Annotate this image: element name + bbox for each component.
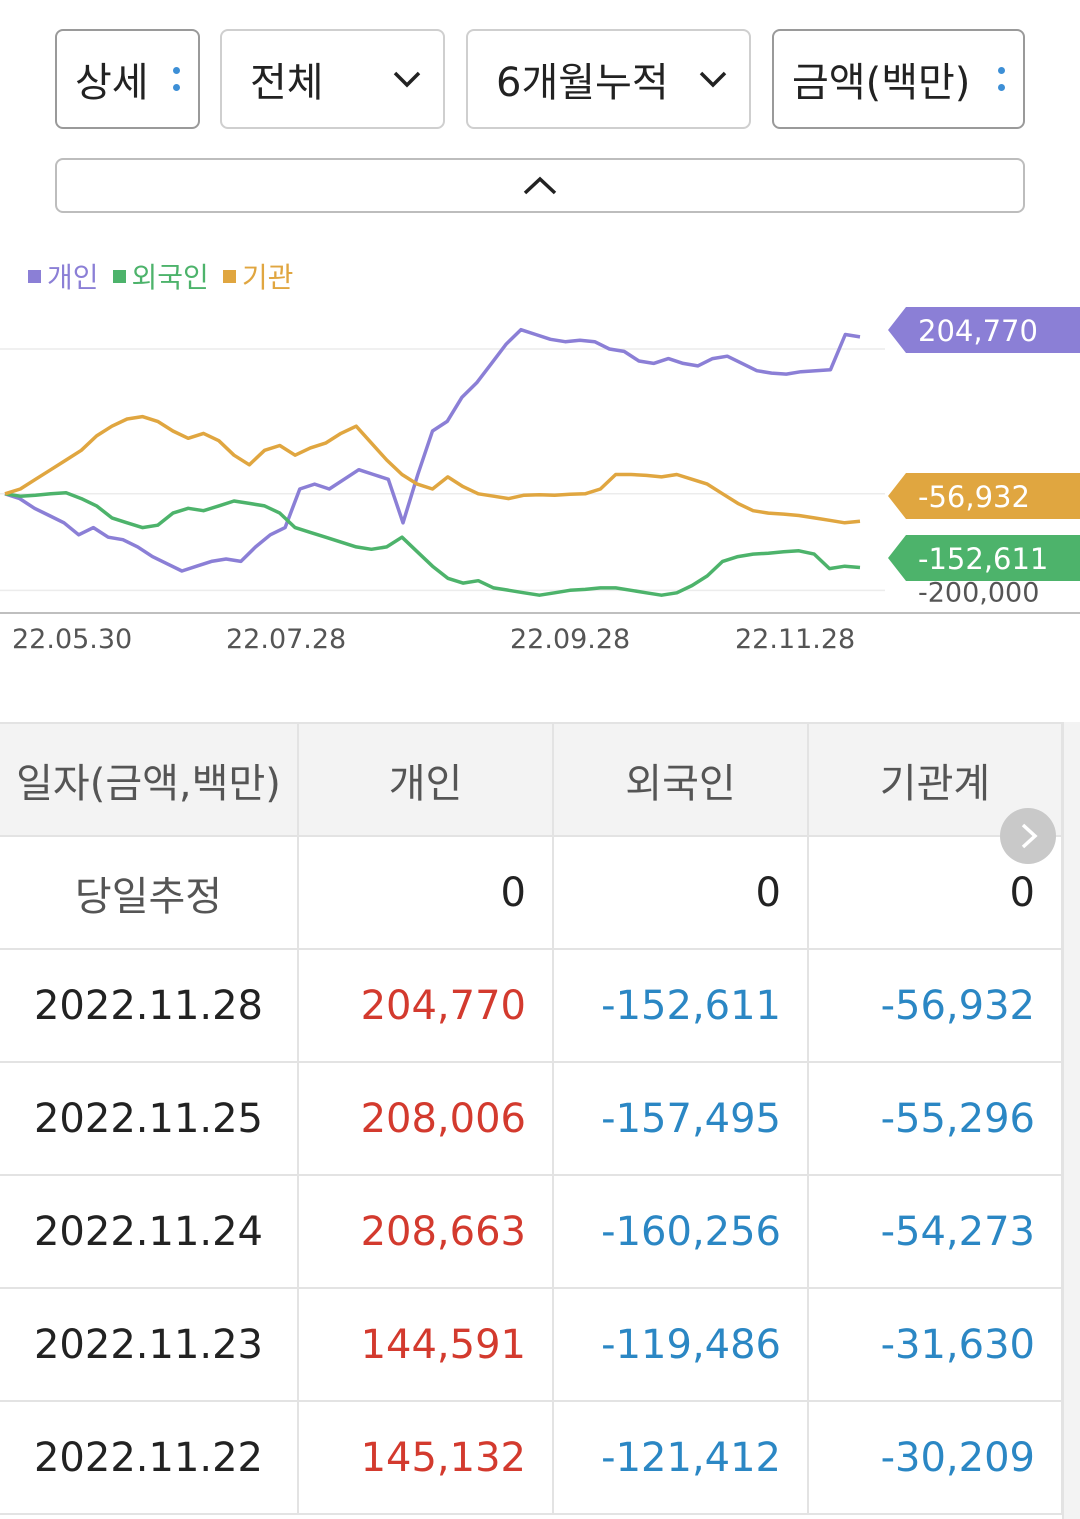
table-row[interactable]: 2022.11.24 208,663 -160,256 -54,273 [0,1174,1063,1289]
legend-label: 개인 [47,261,99,294]
cell-foreign: -157,495 [552,1061,809,1176]
more-vertical-icon [172,67,180,91]
column-header-individual[interactable]: 개인 [297,722,554,837]
series-line-0 [4,327,861,573]
y-tick-label: -200,000 [918,577,1039,608]
x-tick-label: 22.09.28 [510,624,630,655]
cell-individual: 145,132 [297,1400,554,1515]
cell-institution: -31,630 [807,1287,1063,1402]
table-row[interactable]: 당일추정 0 0 0 [0,835,1063,950]
legend-swatch [222,269,236,283]
end-value-tag [888,535,1080,581]
cell-foreign: -121,412 [552,1400,809,1515]
table-scroll-edge [1062,722,1080,1519]
chevron-up-icon [523,176,557,194]
column-header-institution[interactable]: 기관계 [807,722,1063,837]
cell-foreign: -160,256 [552,1174,809,1289]
chevron-down-icon [393,71,421,88]
scope-dropdown[interactable]: 전체 [220,29,445,129]
period-dropdown[interactable]: 6개월누적 [466,29,751,129]
collapse-toggle-button[interactable] [55,158,1025,213]
legend-item-individual[interactable]: 개인 [28,256,99,296]
cell-individual: 208,663 [297,1174,554,1289]
table-row[interactable]: 2022.11.22 145,132 -121,412 -30,209 [0,1400,1063,1515]
table-row[interactable]: 2022.11.28 204,770 -152,611 -56,932 [0,948,1063,1063]
unit-select[interactable]: 금액(백만) [772,29,1025,129]
column-header-date[interactable]: 일자(금액,백만) [0,722,299,837]
cell-date: 2022.11.28 [0,948,299,1063]
legend-label: 기관 [241,261,294,294]
detail-select-label: 상세 [75,60,149,106]
cell-individual: 204,770 [297,948,554,1063]
legend-label: 외국인 [131,261,209,294]
end-value-tag [888,473,1080,519]
cell-foreign: 0 [552,835,809,950]
cell-date: 2022.11.22 [0,1400,299,1515]
data-table-container[interactable]: 일자(금액,백만) 개인 외국인 기관계 당일추정 0 0 0 2022.11.… [0,722,1080,1515]
cell-institution: -54,273 [807,1174,1063,1289]
cell-institution: -56,932 [807,948,1063,1063]
chevron-down-icon [699,71,727,88]
chart-legend: 개인 외국인 기관 [28,256,293,296]
cell-foreign: -119,486 [552,1287,809,1402]
cell-date: 2022.11.24 [0,1174,299,1289]
cell-individual: 144,591 [297,1287,554,1402]
more-vertical-icon [997,67,1005,91]
period-dropdown-label: 6개월누적 [496,60,669,106]
chevron-right-icon [1021,823,1038,849]
legend-swatch [112,269,126,283]
cell-institution: -30,209 [807,1400,1063,1515]
cell-date: 2022.11.23 [0,1287,299,1402]
x-tick-label: 22.05.30 [12,624,132,655]
cell-individual: 208,006 [297,1061,554,1176]
scroll-right-button[interactable] [1000,808,1056,864]
series-line-2 [4,414,861,525]
legend-item-foreign[interactable]: 외국인 [112,256,209,296]
detail-select[interactable]: 상세 [55,29,200,129]
investor-trade-table: 일자(금액,백만) 개인 외국인 기관계 당일추정 0 0 0 2022.11.… [0,722,1063,1515]
legend-item-institution[interactable]: 기관 [222,256,294,296]
end-value-label: -56,932 [918,480,1030,514]
cell-institution: -55,296 [807,1061,1063,1176]
line-chart[interactable]: 0-200,000204,770-56,932-152,61122.05.302… [0,300,1080,670]
scope-dropdown-label: 전체 [250,60,324,106]
column-header-foreign[interactable]: 외국인 [552,722,809,837]
series-line-1 [4,491,861,597]
table-row[interactable]: 2022.11.23 144,591 -119,486 -31,630 [0,1287,1063,1402]
x-tick-label: 22.07.28 [226,624,346,655]
legend-swatch [28,269,41,283]
end-value-label: 204,770 [918,314,1038,348]
end-value-tag [888,307,1080,353]
table-row[interactable]: 2022.11.25 208,006 -157,495 -55,296 [0,1061,1063,1176]
x-tick-label: 22.11.28 [735,624,855,655]
cell-individual: 0 [297,835,554,950]
cell-foreign: -152,611 [552,948,809,1063]
cell-date: 2022.11.25 [0,1061,299,1176]
end-value-label: -152,611 [918,542,1048,576]
cell-date: 당일추정 [0,835,299,950]
table-header-row: 일자(금액,백만) 개인 외국인 기관계 [0,722,1063,837]
unit-select-label: 금액(백만) [792,60,971,106]
